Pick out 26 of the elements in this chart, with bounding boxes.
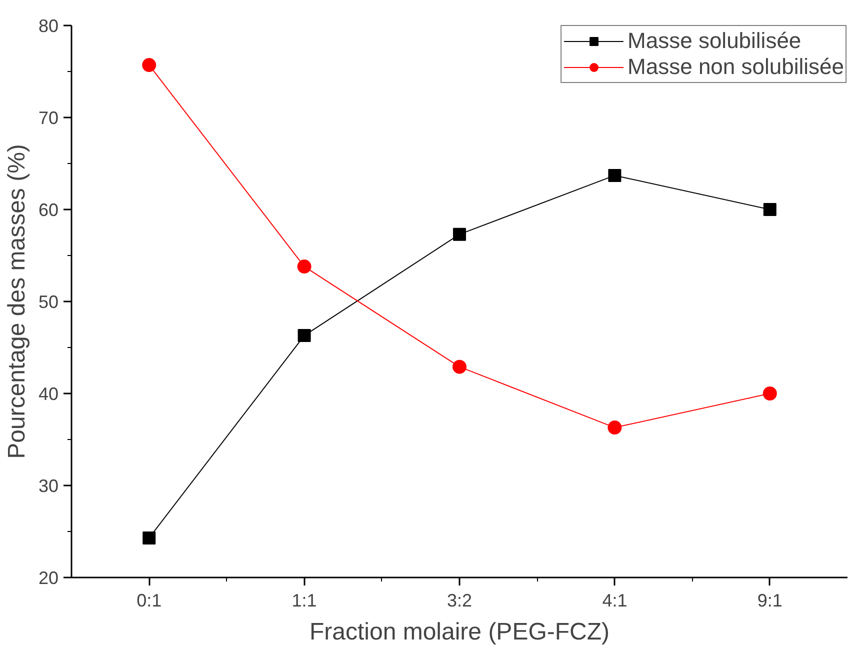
- point: [763, 203, 776, 216]
- point: [298, 329, 311, 342]
- y-tick-label: 80: [38, 16, 59, 36]
- y-tick-label: 40: [38, 384, 59, 404]
- point: [452, 360, 466, 374]
- x-tick-label: 0:1: [136, 590, 162, 610]
- x-tick-label: 9:1: [757, 590, 782, 610]
- x-tick-label: 1:1: [292, 590, 317, 610]
- x-tick-label: 4:1: [602, 590, 628, 610]
- point: [142, 531, 156, 544]
- point: [762, 386, 777, 400]
- y-tick-label: 50: [38, 292, 59, 312]
- point: [297, 260, 312, 274]
- y-axis-title: Pourcentage des masses (%): [3, 144, 30, 459]
- point: [453, 228, 466, 241]
- legend-label: Masse non solubilisée: [628, 54, 844, 80]
- y-tick-label: 20: [38, 568, 59, 588]
- x-axis-title: Fraction molaire (PEG-FCZ): [309, 618, 610, 646]
- x-tick-label: 3:2: [446, 590, 472, 610]
- point: [608, 420, 622, 435]
- point: [608, 168, 622, 182]
- legend-label: Masse solubilisée: [628, 28, 802, 54]
- y-tick-label: 30: [38, 476, 59, 496]
- point: [142, 58, 156, 72]
- y-tick-label: 60: [38, 200, 59, 220]
- y-tick-label: 70: [38, 108, 59, 128]
